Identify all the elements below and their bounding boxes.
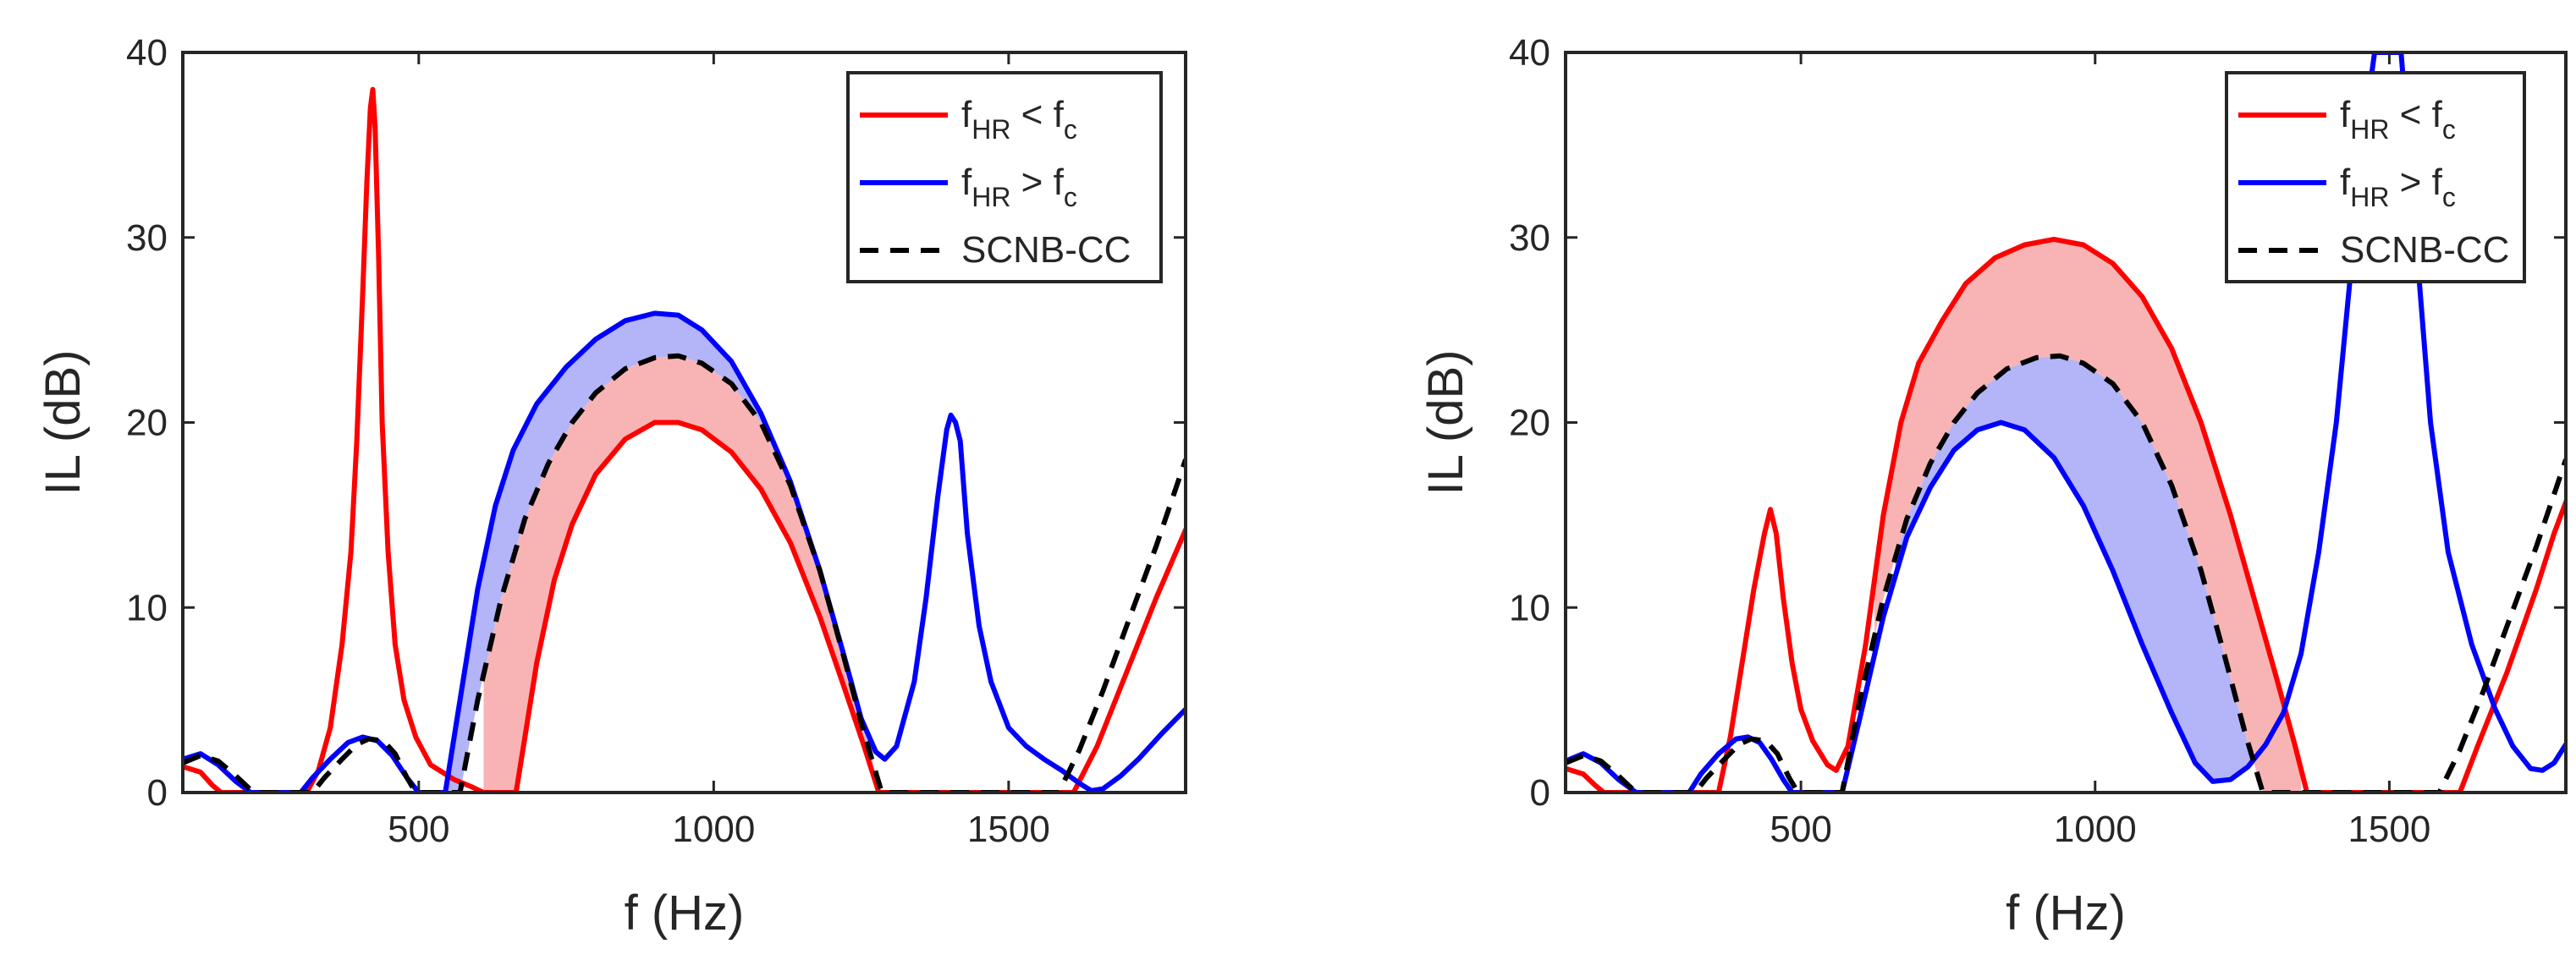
y-axis-title: IL (dB): [1418, 350, 1473, 496]
fill-band-scnb-cc-blue: [1895, 355, 2260, 782]
legend-box: [846, 71, 1163, 283]
legend-label-black: SCNB-CC: [2340, 229, 2509, 271]
y-tick-label: 40: [1509, 32, 1550, 74]
y-tick-label: 30: [1509, 217, 1550, 259]
fill-band-scnb-cc-red: [483, 355, 873, 793]
y-tick-label: 10: [1509, 587, 1550, 628]
x-tick-label: 500: [388, 809, 449, 850]
x-tick-label: 1000: [2054, 809, 2137, 850]
right-chart: 500 1000 1500 0 10 20 30 40 f (Hz) IL (dB) fHR < f…: [1418, 32, 2568, 941]
y-tick-label: 0: [1530, 772, 1550, 814]
legend: fHR < fc fHR > fc SCNB-CC: [846, 71, 1163, 283]
x-tick-label: 1000: [672, 809, 755, 850]
legend: fHR < fc fHR > fc SCNB-CC: [2225, 71, 2526, 283]
left-chart: 500 1000 1500 0 10 20 30 40 f (Hz) IL (dB) fHR < f…: [36, 32, 1187, 941]
y-axis-title: IL (dB): [36, 350, 91, 496]
y-tick-label: 30: [126, 217, 168, 259]
x-axis-title: f (Hz): [625, 886, 745, 941]
legend-label-black: SCNB-CC: [961, 229, 1131, 271]
legend-label-red: fHR < fc: [2340, 94, 2456, 145]
series-line-red: [1566, 236, 2566, 793]
x-axis-title: f (Hz): [2006, 886, 2126, 941]
y-tick-label: 40: [126, 32, 168, 74]
series-line-red: [183, 86, 1186, 793]
legend-label-blue: fHR > fc: [2340, 162, 2456, 212]
y-tick-label: 0: [147, 772, 168, 814]
legend-box: [2225, 71, 2526, 283]
legend-label-red: fHR < fc: [961, 94, 1077, 145]
x-tick-label: 1500: [2348, 809, 2430, 850]
y-tick-label: 10: [126, 587, 168, 628]
series-line-scnb-cc: [183, 353, 1186, 793]
y-tick-label: 20: [1509, 403, 1550, 444]
x-tick-label: 500: [1770, 809, 1831, 850]
series-line-blue: [1566, 52, 2566, 793]
x-tick-label: 1500: [967, 809, 1050, 850]
series-line-blue: [183, 310, 1186, 793]
plot-area: [1566, 52, 2566, 793]
y-tick-label: 20: [126, 403, 168, 444]
fill-band-red-scnb-cc: [1874, 239, 2302, 793]
legend-label-blue: fHR > fc: [961, 162, 1077, 212]
series-line-scnb-cc: [1566, 353, 2566, 793]
plot-area: [183, 86, 1186, 793]
